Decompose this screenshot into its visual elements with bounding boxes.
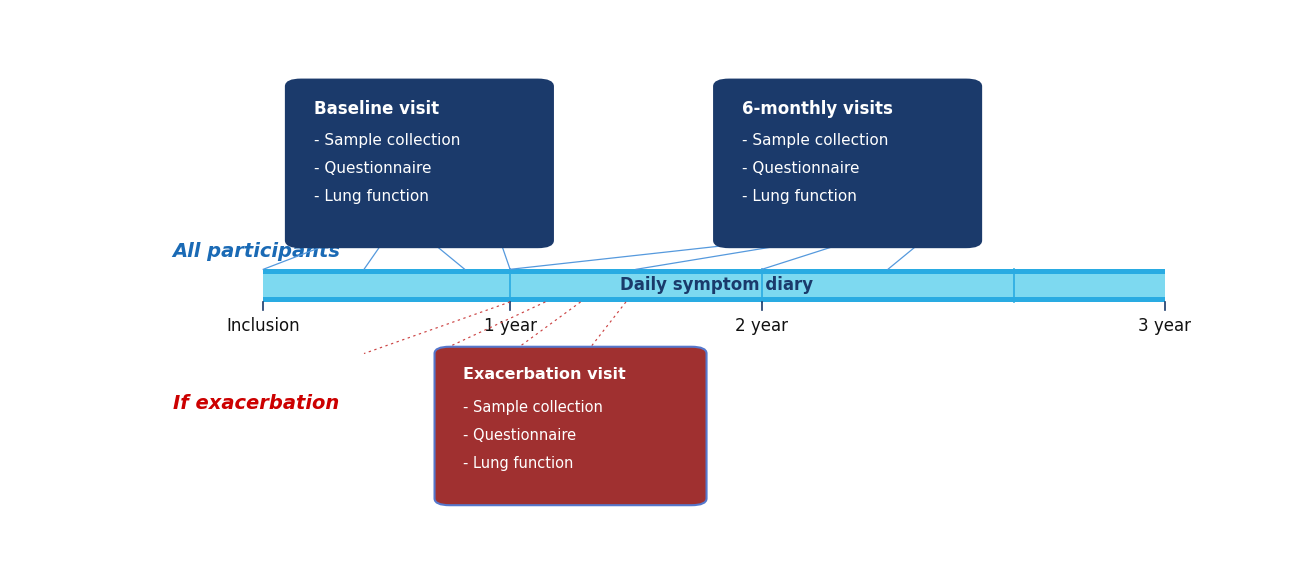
Text: All participants: All participants xyxy=(173,242,341,261)
Text: 1 year: 1 year xyxy=(484,318,537,335)
Bar xyxy=(263,269,1165,302)
FancyBboxPatch shape xyxy=(434,347,707,505)
Text: 2 year: 2 year xyxy=(736,318,789,335)
Text: - Sample collection: - Sample collection xyxy=(742,132,889,148)
Text: - Sample collection: - Sample collection xyxy=(315,132,460,148)
FancyBboxPatch shape xyxy=(286,79,552,247)
Text: - Questionnaire: - Questionnaire xyxy=(742,161,859,176)
Text: Inclusion: Inclusion xyxy=(226,318,300,335)
Text: - Lung function: - Lung function xyxy=(315,189,429,203)
Text: - Questionnaire: - Questionnaire xyxy=(315,161,432,176)
Text: - Sample collection: - Sample collection xyxy=(463,400,603,415)
Text: Exacerbation visit: Exacerbation visit xyxy=(463,367,625,382)
Text: - Lung function: - Lung function xyxy=(463,456,573,471)
Text: If exacerbation: If exacerbation xyxy=(173,394,339,413)
Text: Baseline visit: Baseline visit xyxy=(315,100,439,118)
Text: - Questionnaire: - Questionnaire xyxy=(463,428,576,443)
FancyBboxPatch shape xyxy=(714,79,982,247)
Bar xyxy=(263,274,1165,297)
Text: - Lung function: - Lung function xyxy=(742,189,857,203)
Text: Daily symptom diary: Daily symptom diary xyxy=(620,276,814,294)
Text: 6-monthly visits: 6-monthly visits xyxy=(742,100,893,118)
Text: 3 year: 3 year xyxy=(1139,318,1192,335)
